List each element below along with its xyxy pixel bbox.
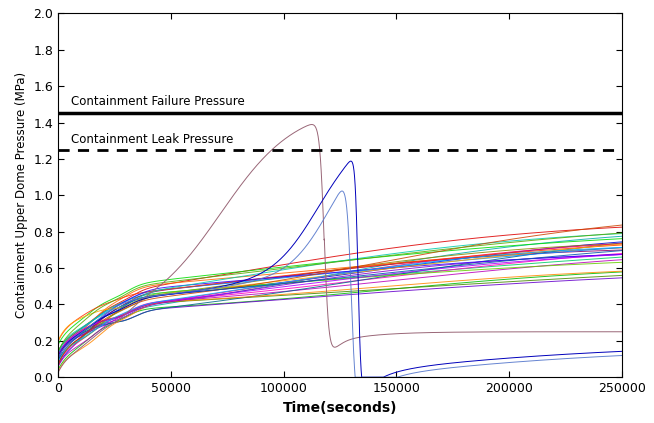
Y-axis label: Containment Upper Dome Pressure (MPa): Containment Upper Dome Pressure (MPa): [15, 72, 28, 319]
Text: Containment Failure Pressure: Containment Failure Pressure: [71, 95, 245, 108]
Text: Containment Leak Pressure: Containment Leak Pressure: [71, 133, 233, 146]
X-axis label: Time(seconds): Time(seconds): [283, 401, 397, 415]
